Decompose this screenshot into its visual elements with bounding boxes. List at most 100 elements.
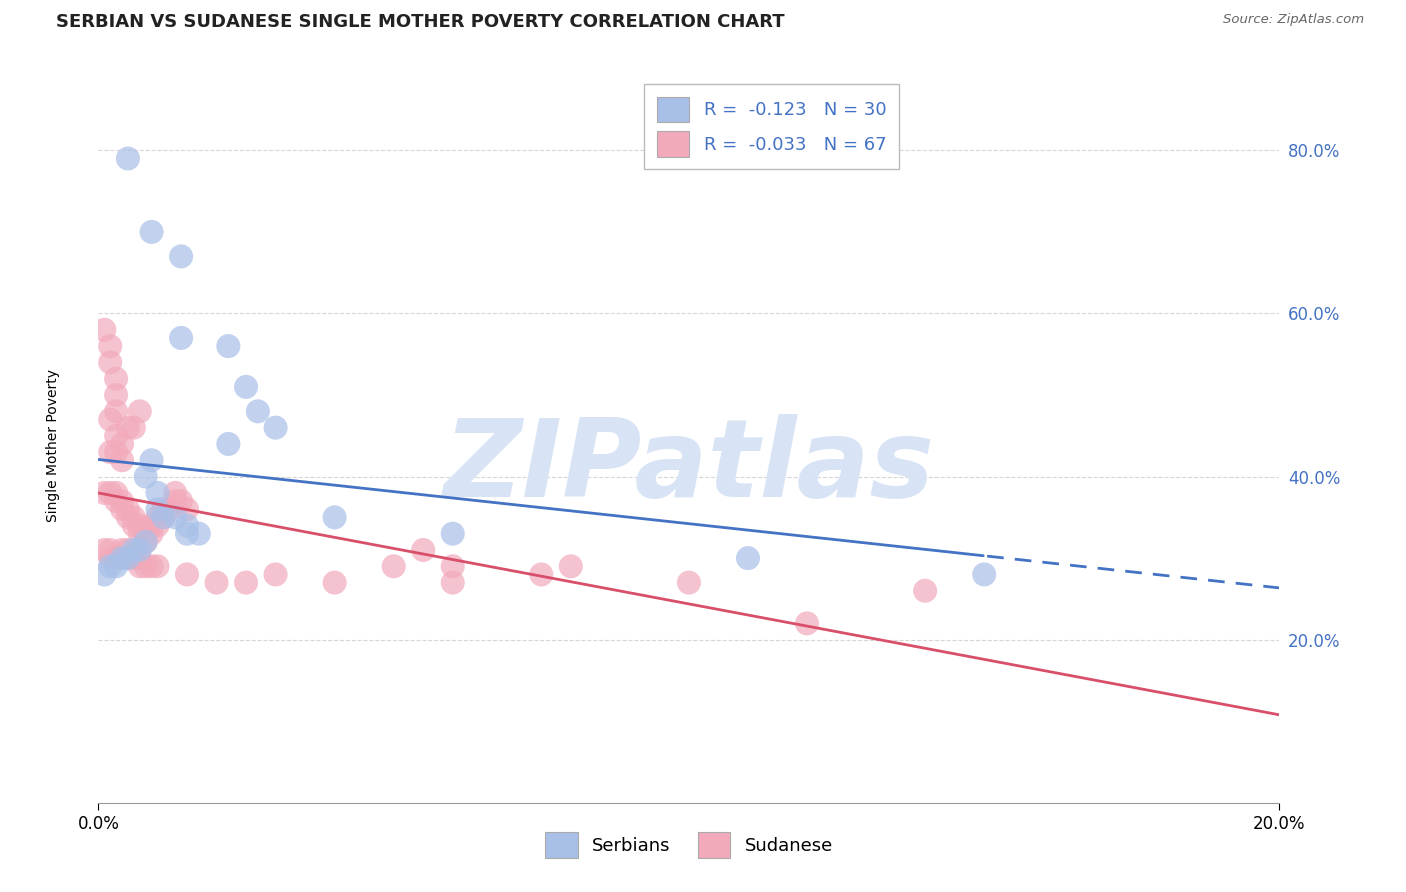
Point	[128, 559, 150, 574]
Point	[105, 551, 128, 566]
Point	[165, 494, 187, 508]
Point	[105, 559, 128, 574]
Point	[98, 339, 121, 353]
Point	[111, 543, 134, 558]
Point	[141, 225, 163, 239]
Text: SERBIAN VS SUDANESE SINGLE MOTHER POVERTY CORRELATION CHART: SERBIAN VS SUDANESE SINGLE MOTHER POVERT…	[56, 13, 785, 31]
Point	[187, 526, 209, 541]
Point	[323, 510, 346, 524]
Point	[111, 453, 134, 467]
Point	[122, 551, 145, 566]
Point	[152, 510, 174, 524]
Point	[111, 502, 134, 516]
Point	[157, 502, 180, 516]
Point	[111, 494, 134, 508]
Point	[441, 526, 464, 541]
Point	[441, 575, 464, 590]
Point	[152, 510, 174, 524]
Point	[128, 526, 150, 541]
Point	[141, 559, 163, 574]
Point	[141, 453, 163, 467]
Point	[382, 559, 405, 574]
Point	[98, 551, 121, 566]
Point	[117, 510, 139, 524]
Point	[165, 510, 187, 524]
Point	[98, 412, 121, 426]
Point	[117, 551, 139, 566]
Point	[98, 486, 121, 500]
Point	[111, 551, 134, 566]
Point	[122, 510, 145, 524]
Point	[117, 543, 139, 558]
Point	[146, 502, 169, 516]
Point	[105, 404, 128, 418]
Point	[128, 551, 150, 566]
Point	[560, 559, 582, 574]
Point	[170, 249, 193, 263]
Point	[93, 486, 115, 500]
Point	[122, 518, 145, 533]
Point	[205, 575, 228, 590]
Point	[105, 388, 128, 402]
Point	[93, 567, 115, 582]
Point	[98, 543, 121, 558]
Point	[141, 518, 163, 533]
Point	[105, 429, 128, 443]
Point	[146, 559, 169, 574]
Point	[146, 518, 169, 533]
Point	[135, 469, 157, 483]
Point	[98, 559, 121, 574]
Point	[122, 420, 145, 434]
Point	[170, 494, 193, 508]
Point	[93, 543, 115, 558]
Point	[117, 502, 139, 516]
Legend: Serbians, Sudanese: Serbians, Sudanese	[538, 825, 839, 865]
Point	[264, 567, 287, 582]
Point	[264, 420, 287, 434]
Point	[165, 486, 187, 500]
Point	[117, 551, 139, 566]
Point	[217, 339, 239, 353]
Point	[141, 526, 163, 541]
Point	[914, 583, 936, 598]
Point	[176, 567, 198, 582]
Point	[128, 518, 150, 533]
Point	[117, 152, 139, 166]
Point	[973, 567, 995, 582]
Point	[93, 323, 115, 337]
Point	[412, 543, 434, 558]
Point	[146, 510, 169, 524]
Point	[105, 445, 128, 459]
Point	[441, 559, 464, 574]
Point	[176, 526, 198, 541]
Point	[105, 372, 128, 386]
Point	[246, 404, 269, 418]
Point	[122, 543, 145, 558]
Point	[135, 534, 157, 549]
Point	[323, 575, 346, 590]
Point	[128, 543, 150, 558]
Point	[135, 526, 157, 541]
Text: Single Mother Poverty: Single Mother Poverty	[46, 369, 60, 523]
Point	[135, 534, 157, 549]
Point	[111, 437, 134, 451]
Point	[105, 494, 128, 508]
Point	[170, 331, 193, 345]
Point	[235, 575, 257, 590]
Point	[796, 616, 818, 631]
Point	[128, 404, 150, 418]
Point	[146, 486, 169, 500]
Text: ZIPatlas: ZIPatlas	[443, 415, 935, 520]
Point	[135, 559, 157, 574]
Point	[176, 518, 198, 533]
Point	[98, 355, 121, 369]
Point	[737, 551, 759, 566]
Point	[678, 575, 700, 590]
Point	[98, 445, 121, 459]
Point	[235, 380, 257, 394]
Text: Source: ZipAtlas.com: Source: ZipAtlas.com	[1223, 13, 1364, 27]
Point	[152, 502, 174, 516]
Point	[117, 420, 139, 434]
Point	[105, 486, 128, 500]
Point	[530, 567, 553, 582]
